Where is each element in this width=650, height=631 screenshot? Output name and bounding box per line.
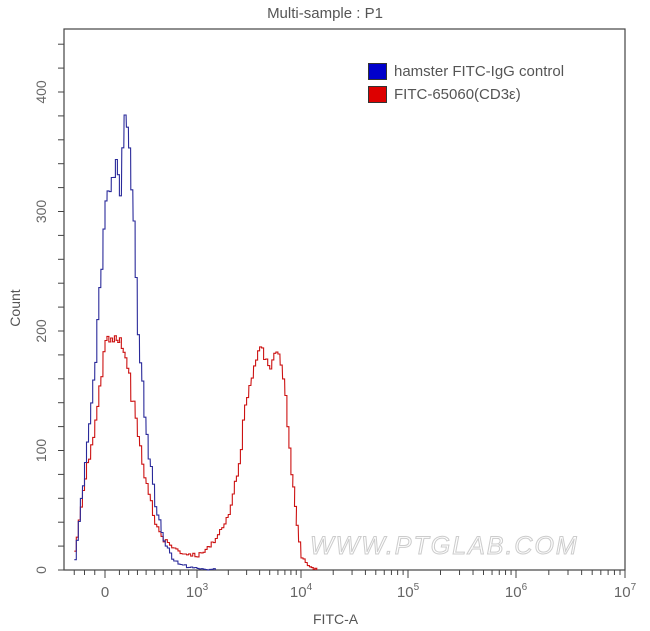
x-axis-title: FITC-A	[313, 611, 359, 627]
svg-text:105: 105	[397, 582, 420, 601]
legend-item-control: hamster FITC-IgG control	[368, 60, 564, 83]
svg-text:100: 100	[33, 439, 49, 463]
y-axis-labels: 0 100 200 300 400	[33, 80, 49, 574]
x-axis-labels: 0 103 104 105 106 107	[101, 582, 637, 601]
series-cd3-curve	[74, 335, 318, 571]
svg-text:107: 107	[614, 582, 637, 601]
y-axis-title: Count	[7, 289, 23, 327]
svg-text:200: 200	[33, 319, 49, 343]
legend-label: hamster FITC-IgG control	[394, 63, 565, 80]
svg-text:400: 400	[33, 80, 49, 104]
svg-text:104: 104	[290, 582, 313, 601]
chart-title: Multi-sample : P1	[267, 5, 383, 22]
svg-text:0: 0	[101, 584, 109, 601]
svg-text:106: 106	[505, 582, 528, 601]
svg-text:300: 300	[33, 200, 49, 224]
legend-swatch-blue	[368, 63, 387, 80]
legend-item-cd3: FITC-65060(CD3ε)	[368, 83, 564, 106]
watermark: WWW.PTGLAB.COM	[310, 532, 579, 561]
y-axis-ticks	[58, 43, 64, 571]
series-control-curve	[74, 114, 216, 571]
legend-label: FITC-65060(CD3ε)	[394, 86, 521, 103]
legend: hamster FITC-IgG control FITC-65060(CD3ε…	[368, 60, 564, 106]
legend-swatch-red	[368, 86, 387, 103]
plot-frame	[63, 28, 626, 571]
x-axis-ticks	[73, 570, 626, 578]
svg-text:0: 0	[33, 566, 49, 574]
svg-text:103: 103	[186, 582, 209, 601]
